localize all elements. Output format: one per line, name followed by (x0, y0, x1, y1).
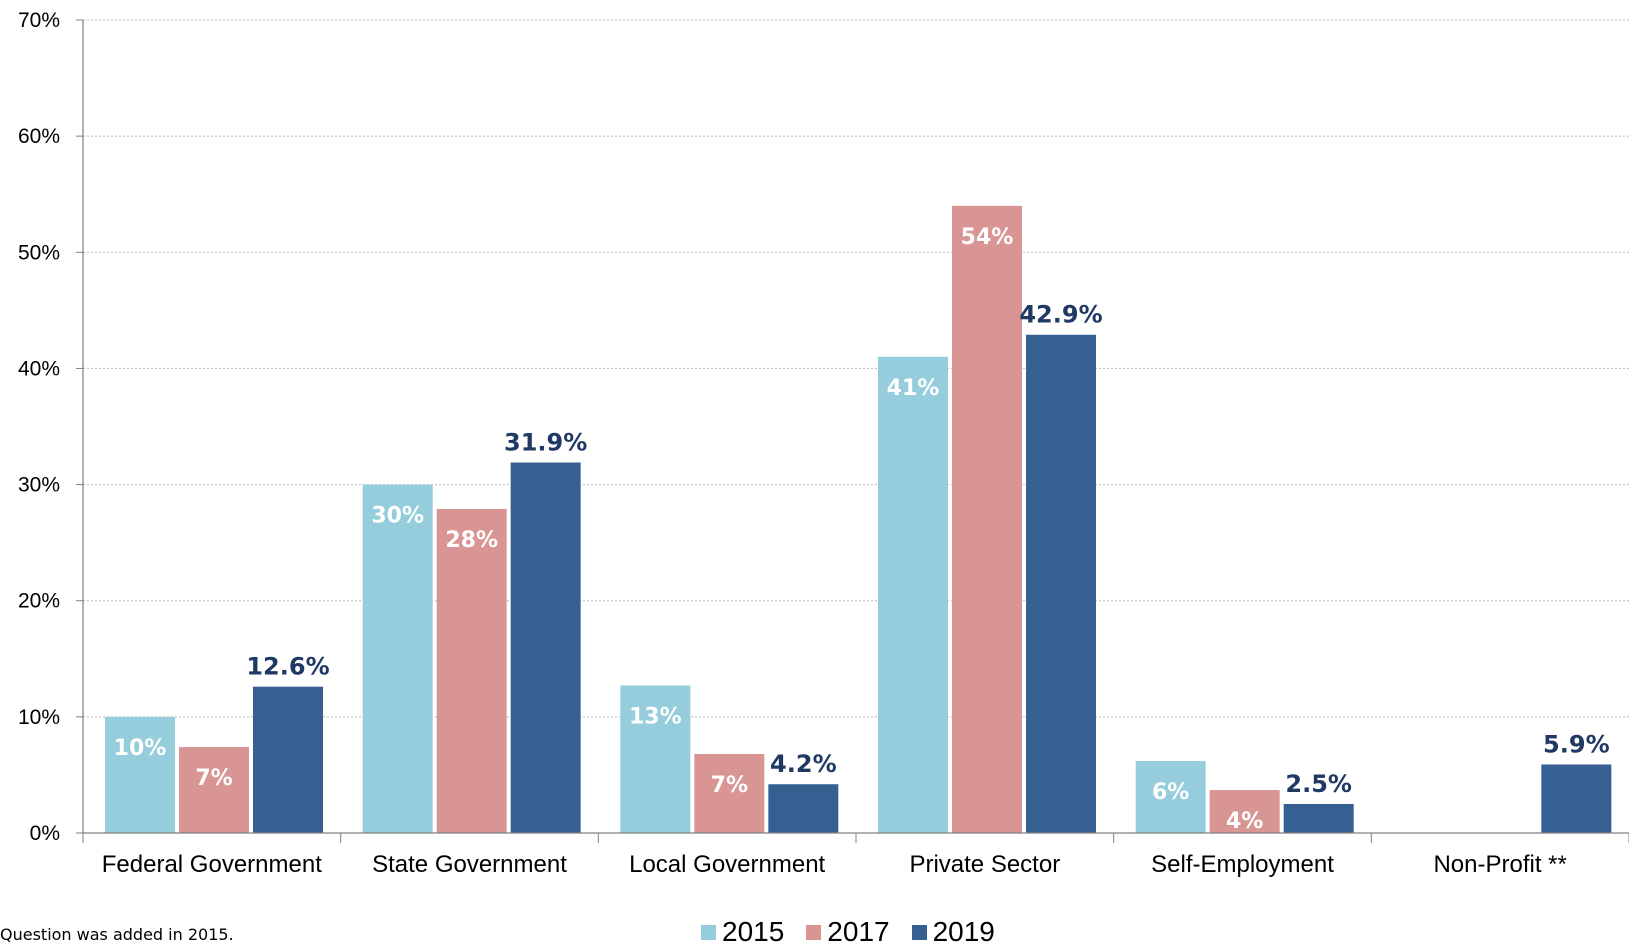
y-tick-label: 70% (18, 9, 60, 32)
bar-2015 (620, 685, 691, 833)
legend-item-2017: 2017 (806, 916, 890, 947)
y-axis-ticks: 0% 10% 20% 30% 40% 50% 60% 70% (18, 9, 60, 845)
data-label-2015: 10% (114, 736, 167, 761)
legend-label-2017: 2017 (827, 916, 890, 947)
legend-item-2019: 2019 (911, 916, 995, 947)
footnote: Question was added in 2015. (0, 925, 234, 944)
bar-2019 (768, 784, 839, 833)
data-label-2015: 41% (887, 376, 940, 401)
y-tick-label: 40% (18, 357, 60, 380)
x-category-label: Self-Employment (1151, 851, 1334, 878)
data-label-2017: 7% (195, 766, 232, 791)
y-tick-label: 10% (18, 706, 60, 729)
x-category-label: Private Sector (909, 851, 1060, 878)
y-tick-label: 0% (30, 822, 60, 845)
y-tick-label: 30% (18, 474, 60, 497)
data-labels: 10% 30% 13% 41% 6% 7% 28% 7% 54% 4% 12.6% 31.9% 4.2%… (114, 225, 1610, 834)
y-tick-label: 20% (18, 590, 60, 613)
bar-2019 (1283, 803, 1354, 833)
data-label-2019: 4.2% (770, 750, 837, 778)
y-tick-label: 60% (18, 125, 60, 148)
data-label-2017: 4% (1226, 809, 1263, 834)
axes (76, 19, 1629, 843)
bar-2015 (1135, 760, 1206, 833)
legend-item-2015: 2015 (701, 918, 784, 946)
data-label-2017: 7% (711, 773, 748, 798)
bars (105, 205, 1612, 834)
data-label-2019: 31.9% (504, 429, 587, 457)
bar-2015 (878, 356, 948, 833)
bar-2015 (105, 716, 175, 833)
y-tick-label: 50% (18, 241, 60, 264)
legend-swatch-2015 (701, 924, 716, 940)
data-label-2015: 13% (629, 704, 682, 729)
data-label-2017: 54% (961, 225, 1014, 250)
legend-label-2015: 2015 (722, 916, 785, 947)
data-label-2019: 2.5% (1285, 770, 1352, 798)
x-axis-ticks: Federal Government State Government Local … (102, 851, 1567, 878)
legend-label-2019: 2019 (932, 916, 995, 947)
data-label-2019: 42.9% (1019, 301, 1102, 329)
x-category-label: Non-Profit ** (1433, 851, 1566, 878)
data-label-2015: 6% (1152, 780, 1189, 805)
data-label-2015: 30% (371, 504, 424, 529)
bar-2017 (694, 754, 765, 833)
bar-2017 (179, 747, 249, 833)
bar-2015 (362, 484, 433, 833)
legend: 2015 2017 2019 (701, 918, 995, 946)
bar-2019 (1541, 764, 1612, 833)
x-category-label: State Government (372, 851, 567, 878)
data-label-2019: 12.6% (246, 653, 329, 681)
bar-2017 (436, 508, 507, 833)
legend-swatch-2017 (806, 924, 822, 940)
bar-2019 (510, 462, 581, 833)
gridlines (83, 19, 1629, 718)
bar-2019 (253, 686, 323, 833)
data-label-2017: 28% (445, 528, 498, 553)
data-label-2019: 5.9% (1543, 730, 1610, 758)
bar-2017 (952, 205, 1022, 834)
x-category-label: Federal Government (102, 851, 322, 878)
legend-swatch-2019 (911, 924, 927, 940)
bar-2019 (1026, 334, 1096, 833)
x-category-label: Local Government (629, 851, 825, 878)
bar-2017 (1209, 790, 1280, 833)
